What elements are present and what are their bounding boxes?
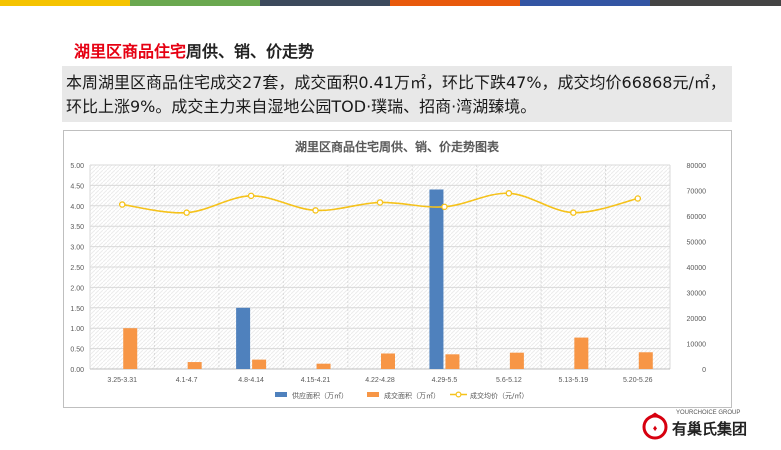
y2-tick-label: 50000 bbox=[687, 240, 707, 247]
y-tick-label: 1.00 bbox=[70, 326, 84, 333]
price-point bbox=[570, 209, 577, 216]
y2-tick-label: 60000 bbox=[687, 214, 707, 221]
price-point bbox=[118, 201, 126, 208]
y-tick-label: 5.00 bbox=[70, 163, 84, 170]
top-bar-segment bbox=[260, 0, 390, 6]
company-logo-icon: ♦ bbox=[642, 412, 668, 440]
y2-tick-label: 80000 bbox=[687, 163, 707, 170]
summary-text: 本周湖里区商品住宅成交27套，成交面积0.41万㎡，环比下跌47%，成交均价66… bbox=[66, 73, 726, 116]
legend-swatch bbox=[455, 391, 462, 398]
y2-tick-label: 10000 bbox=[687, 342, 707, 349]
price-point bbox=[634, 195, 642, 202]
x-tick-label: 5.20-5.26 bbox=[623, 377, 653, 384]
svg-text:♦: ♦ bbox=[653, 423, 658, 433]
page-title-rest: 周供、销、价走势 bbox=[186, 42, 315, 61]
x-tick-label: 4.22-4.28 bbox=[365, 377, 395, 384]
x-tick-label: 4.15-4.21 bbox=[301, 377, 331, 384]
deal-bar bbox=[574, 337, 589, 369]
deal-bar bbox=[509, 352, 524, 369]
x-tick-label: 5.6-5.12 bbox=[496, 377, 522, 384]
logo-subtitle: YOURCHOICE GROUP bbox=[676, 410, 741, 416]
y2-tick-label: 0 bbox=[702, 367, 706, 374]
price-point bbox=[376, 199, 384, 206]
y-tick-label: 0.50 bbox=[70, 347, 84, 354]
y2-tick-label: 30000 bbox=[687, 291, 707, 298]
y-tick-label: 3.00 bbox=[70, 245, 84, 252]
deal-bar bbox=[638, 352, 653, 369]
y-tick-label: 2.50 bbox=[70, 265, 84, 272]
y-tick-label: 3.50 bbox=[70, 224, 84, 231]
summary-box: 本周湖里区商品住宅成交27套，成交面积0.41万㎡，环比下跌47%，成交均价66… bbox=[62, 66, 732, 122]
y-tick-label: 1.50 bbox=[70, 306, 84, 313]
legend-swatch bbox=[367, 392, 379, 397]
top-bar-segment bbox=[520, 0, 650, 6]
y-tick-label: 4.50 bbox=[70, 183, 84, 190]
price-point bbox=[183, 209, 190, 216]
logo-name: 有巢氏集团 bbox=[672, 420, 748, 438]
deal-bar bbox=[316, 363, 331, 369]
price-point bbox=[247, 192, 255, 200]
supply-bar bbox=[429, 189, 444, 369]
deal-bar bbox=[252, 359, 267, 369]
deal-bar bbox=[123, 328, 138, 369]
legend-label: 供应面积（万㎡） bbox=[292, 391, 348, 400]
page-title-highlight: 湖里区商品住宅 bbox=[74, 42, 187, 61]
deal-bar bbox=[187, 362, 202, 369]
x-tick-label: 5.13-5.19 bbox=[559, 377, 589, 384]
deal-bar bbox=[445, 354, 460, 369]
price-point bbox=[505, 190, 513, 197]
legend-swatch bbox=[275, 392, 287, 397]
y2-tick-label: 40000 bbox=[687, 265, 707, 272]
y-tick-label: 2.00 bbox=[70, 285, 84, 292]
page-title: 湖里区商品住宅周供、销、价走势 bbox=[74, 38, 314, 62]
top-bar-segment bbox=[390, 0, 520, 6]
deal-bar bbox=[381, 353, 395, 369]
supply-bar bbox=[236, 307, 251, 369]
y2-tick-label: 70000 bbox=[687, 189, 707, 196]
price-point bbox=[441, 203, 448, 211]
company-logo: ♦ YOURCHOICE GROUP 有巢氏集团 bbox=[640, 410, 760, 442]
price-point bbox=[312, 207, 319, 214]
y2-tick-label: 20000 bbox=[687, 316, 707, 323]
chart-title: 湖里区商品住宅周供、销、价走势图表 bbox=[295, 139, 500, 154]
top-bar-segment bbox=[650, 0, 781, 6]
top-color-bar bbox=[0, 0, 781, 6]
x-tick-label: 4.1-4.7 bbox=[176, 377, 198, 384]
top-bar-segment bbox=[130, 0, 260, 6]
legend-label: 成交面积（万㎡） bbox=[384, 391, 440, 400]
top-bar-segment bbox=[0, 0, 130, 6]
y-tick-label: 0.00 bbox=[70, 367, 84, 374]
chart: 湖里区商品住宅周供、销、价走势图表 0.00 0.50 1.00 1.50 2.00 2.5… bbox=[70, 139, 707, 400]
y-tick-label: 4.00 bbox=[70, 204, 84, 211]
legend-label: 成交均价（元/㎡） bbox=[470, 391, 528, 400]
x-tick-label: 4.8-4.14 bbox=[238, 377, 264, 384]
x-tick-label: 3.25-3.31 bbox=[107, 377, 137, 384]
x-tick-label: 4.29-5.5 bbox=[432, 377, 458, 384]
